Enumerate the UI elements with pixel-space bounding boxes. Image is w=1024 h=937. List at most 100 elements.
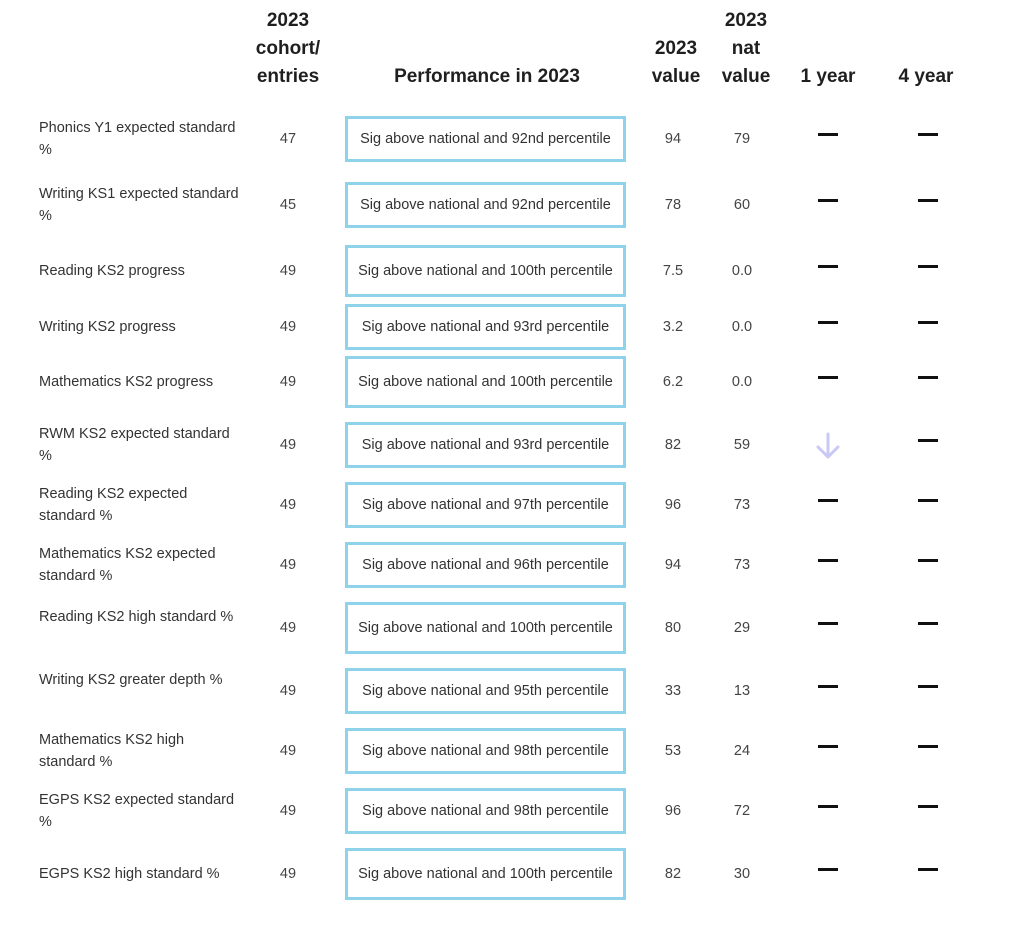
four-year-no-change-dash-icon: [918, 133, 938, 136]
row-cohort: 49: [279, 437, 297, 453]
row-nat-value: 60: [733, 197, 751, 213]
row-cohort: 49: [279, 319, 297, 335]
row-cohort: 49: [279, 374, 297, 390]
four-year-no-change-dash-icon: [918, 805, 938, 808]
row-performance-text: Sig above national and 93rd percentile: [361, 319, 610, 335]
four-year-no-change-dash-icon: [918, 439, 938, 442]
row-label: Writing KS2 greater depth %: [39, 672, 223, 688]
one-year-no-change-dash-icon: [818, 321, 838, 324]
row-cohort: 49: [279, 263, 297, 279]
row-label: Writing KS1 expected standard %: [39, 186, 239, 224]
four-year-no-change-dash-icon: [918, 499, 938, 502]
row-performance: Sig above national and 98th percentile: [345, 728, 626, 774]
header-nat-line3: value: [721, 66, 771, 87]
row-performance-text: Sig above national and 93rd percentile: [361, 437, 610, 453]
one-year-no-change-dash-icon: [818, 199, 838, 202]
four-year-no-change-dash-icon: [918, 559, 938, 562]
row-performance-text: Sig above national and 100th percentile: [358, 620, 613, 636]
row-nat-value: 0.0: [731, 263, 753, 279]
header-cohort-line2: cohort/: [255, 38, 321, 59]
row-performance: Sig above national and 100th percentile: [345, 245, 626, 297]
row-value: 82: [664, 866, 682, 882]
row-nat-value: 73: [733, 497, 751, 513]
row-performance: Sig above national and 97th percentile: [345, 482, 626, 528]
row-cohort: 45: [279, 197, 297, 213]
one-year-down-arrow-icon: [816, 432, 840, 459]
row-performance-text: Sig above national and 92nd percentile: [360, 197, 611, 213]
row-value: 80: [664, 620, 682, 636]
row-nat-value: 59: [733, 437, 751, 453]
four-year-no-change-dash-icon: [918, 376, 938, 379]
four-year-no-change-dash-icon: [918, 199, 938, 202]
four-year-no-change-dash-icon: [918, 685, 938, 688]
one-year-no-change-dash-icon: [818, 265, 838, 268]
row-performance-text: Sig above national and 95th percentile: [362, 683, 609, 699]
row-nat-value: 24: [733, 743, 751, 759]
row-cohort: 49: [279, 620, 297, 636]
row-performance-text: Sig above national and 97th percentile: [362, 497, 609, 513]
row-performance: Sig above national and 92nd percentile: [345, 116, 626, 162]
one-year-no-change-dash-icon: [818, 685, 838, 688]
row-performance: Sig above national and 93rd percentile: [345, 422, 626, 468]
row-value: 96: [664, 497, 682, 513]
row-performance: Sig above national and 93rd percentile: [345, 304, 626, 350]
header-nat-line2: nat: [731, 38, 761, 59]
row-label: Reading KS2 high standard %: [39, 609, 234, 625]
row-label: Phonics Y1 expected standard %: [39, 120, 236, 158]
header-nat-line1: 2023: [724, 10, 768, 31]
row-label: RWM KS2 expected standard %: [39, 426, 230, 464]
row-nat-value: 30: [733, 866, 751, 882]
row-nat-value: 73: [733, 557, 751, 573]
row-cohort: 49: [279, 866, 297, 882]
four-year-no-change-dash-icon: [918, 745, 938, 748]
header-cohort-line1: 2023: [266, 10, 310, 31]
row-value: 6.2: [662, 374, 684, 390]
header-value-line2: value: [651, 66, 701, 87]
row-performance-text: Sig above national and 92nd percentile: [360, 131, 611, 147]
row-cohort: 49: [279, 743, 297, 759]
one-year-no-change-dash-icon: [818, 745, 838, 748]
row-nat-value: 29: [733, 620, 751, 636]
row-performance: Sig above national and 100th percentile: [345, 602, 626, 654]
row-label: Mathematics KS2 high standard %: [39, 732, 185, 770]
row-nat-value: 0.0: [731, 319, 753, 335]
one-year-no-change-dash-icon: [818, 499, 838, 502]
header-four-year: 4 year: [898, 66, 954, 87]
header-one-year: 1 year: [800, 66, 856, 87]
row-value: 33: [664, 683, 682, 699]
row-cohort: 49: [279, 557, 297, 573]
row-performance: Sig above national and 96th percentile: [345, 542, 626, 588]
row-cohort: 49: [279, 683, 297, 699]
row-value: 3.2: [662, 319, 684, 335]
row-performance-text: Sig above national and 100th percentile: [358, 263, 613, 279]
row-value: 78: [664, 197, 682, 213]
one-year-no-change-dash-icon: [818, 559, 838, 562]
four-year-no-change-dash-icon: [918, 868, 938, 871]
row-nat-value: 13: [733, 683, 751, 699]
header-nat-value: 2023 nat value: [714, 7, 778, 91]
one-year-no-change-dash-icon: [818, 805, 838, 808]
row-performance-text: Sig above national and 98th percentile: [362, 803, 609, 819]
row-performance-text: Sig above national and 100th percentile: [358, 866, 613, 882]
row-value: 94: [664, 131, 682, 147]
one-year-no-change-dash-icon: [818, 622, 838, 625]
one-year-no-change-dash-icon: [818, 133, 838, 136]
row-cohort: 47: [279, 131, 297, 147]
row-value: 94: [664, 557, 682, 573]
row-performance-text: Sig above national and 100th percentile: [358, 374, 613, 390]
four-year-no-change-dash-icon: [918, 321, 938, 324]
row-performance: Sig above national and 98th percentile: [345, 788, 626, 834]
header-value: 2023 value: [646, 35, 706, 91]
row-performance: Sig above national and 95th percentile: [345, 668, 626, 714]
row-performance-text: Sig above national and 98th percentile: [362, 743, 609, 759]
row-label: Mathematics KS2 progress: [39, 374, 214, 390]
row-performance: Sig above national and 92nd percentile: [345, 182, 626, 228]
row-performance-text: Sig above national and 96th percentile: [362, 557, 609, 573]
row-label: EGPS KS2 expected standard %: [39, 792, 235, 830]
four-year-no-change-dash-icon: [918, 622, 938, 625]
row-label: Reading KS2 progress: [39, 263, 185, 279]
header-cohort: 2023 cohort/ entries: [240, 7, 336, 91]
row-value: 7.5: [662, 263, 684, 279]
row-label: Reading KS2 expected standard %: [39, 486, 188, 524]
row-value: 53: [664, 743, 682, 759]
